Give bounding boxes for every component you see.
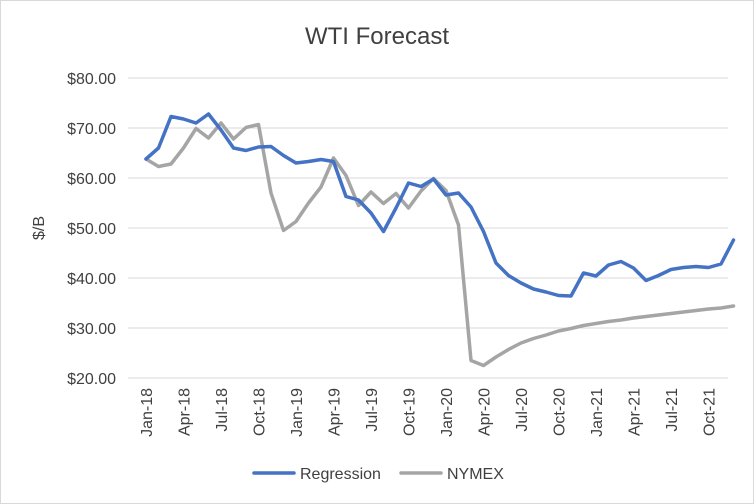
x-tick-label: Jul-21 xyxy=(664,388,681,432)
x-tick-label: Oct-21 xyxy=(702,388,719,436)
y-tick-label: $60.00 xyxy=(67,171,116,188)
y-axis-tick-labels: $20.00 $30.00 $40.00 $50.00 $60.00 $70.00 $80.… xyxy=(67,71,116,388)
series-line-regression xyxy=(144,112,736,298)
y-tick-label: $20.00 xyxy=(67,371,116,388)
x-tick-label: Oct-20 xyxy=(552,388,569,436)
x-tick-label: Oct-19 xyxy=(402,388,419,436)
y-tick-label: $70.00 xyxy=(67,121,116,138)
x-tick-label: Jan-19 xyxy=(289,388,306,437)
x-tick-label: Oct-18 xyxy=(252,388,269,436)
x-tick-label: Apr-19 xyxy=(327,388,344,436)
series-line-nymex xyxy=(144,121,736,368)
gridlines xyxy=(128,77,728,329)
chart-title: WTI Forecast xyxy=(305,23,449,50)
y-tick-label: $50.00 xyxy=(67,221,116,238)
legend: Regression NYMEX xyxy=(252,466,504,483)
x-tick-label: Jan-20 xyxy=(439,388,456,437)
x-tick-label: Jul-18 xyxy=(214,388,231,432)
legend-label-regression: Regression xyxy=(300,466,381,483)
x-tick-label: Jul-19 xyxy=(364,388,381,432)
y-tick-label: $80.00 xyxy=(67,71,116,88)
series-lines xyxy=(144,112,736,368)
y-tick-label: $40.00 xyxy=(67,271,116,288)
x-tick-label: Apr-18 xyxy=(177,388,194,436)
x-tick-label: Jan-18 xyxy=(139,388,156,437)
x-tick-label: Apr-20 xyxy=(477,388,494,436)
y-axis-label: $/B xyxy=(31,216,48,240)
y-tick-label: $30.00 xyxy=(67,321,116,338)
legend-label-nymex: NYMEX xyxy=(447,466,504,483)
x-tick-label: Apr-21 xyxy=(627,388,644,436)
x-tick-label: Jul-20 xyxy=(514,388,531,432)
x-tick-label: Jan-21 xyxy=(589,388,606,437)
x-axis-tick-labels: Jan-18 Apr-18 Jul-18 Oct-18 Jan-19 Apr-19 Jul-… xyxy=(139,388,719,437)
